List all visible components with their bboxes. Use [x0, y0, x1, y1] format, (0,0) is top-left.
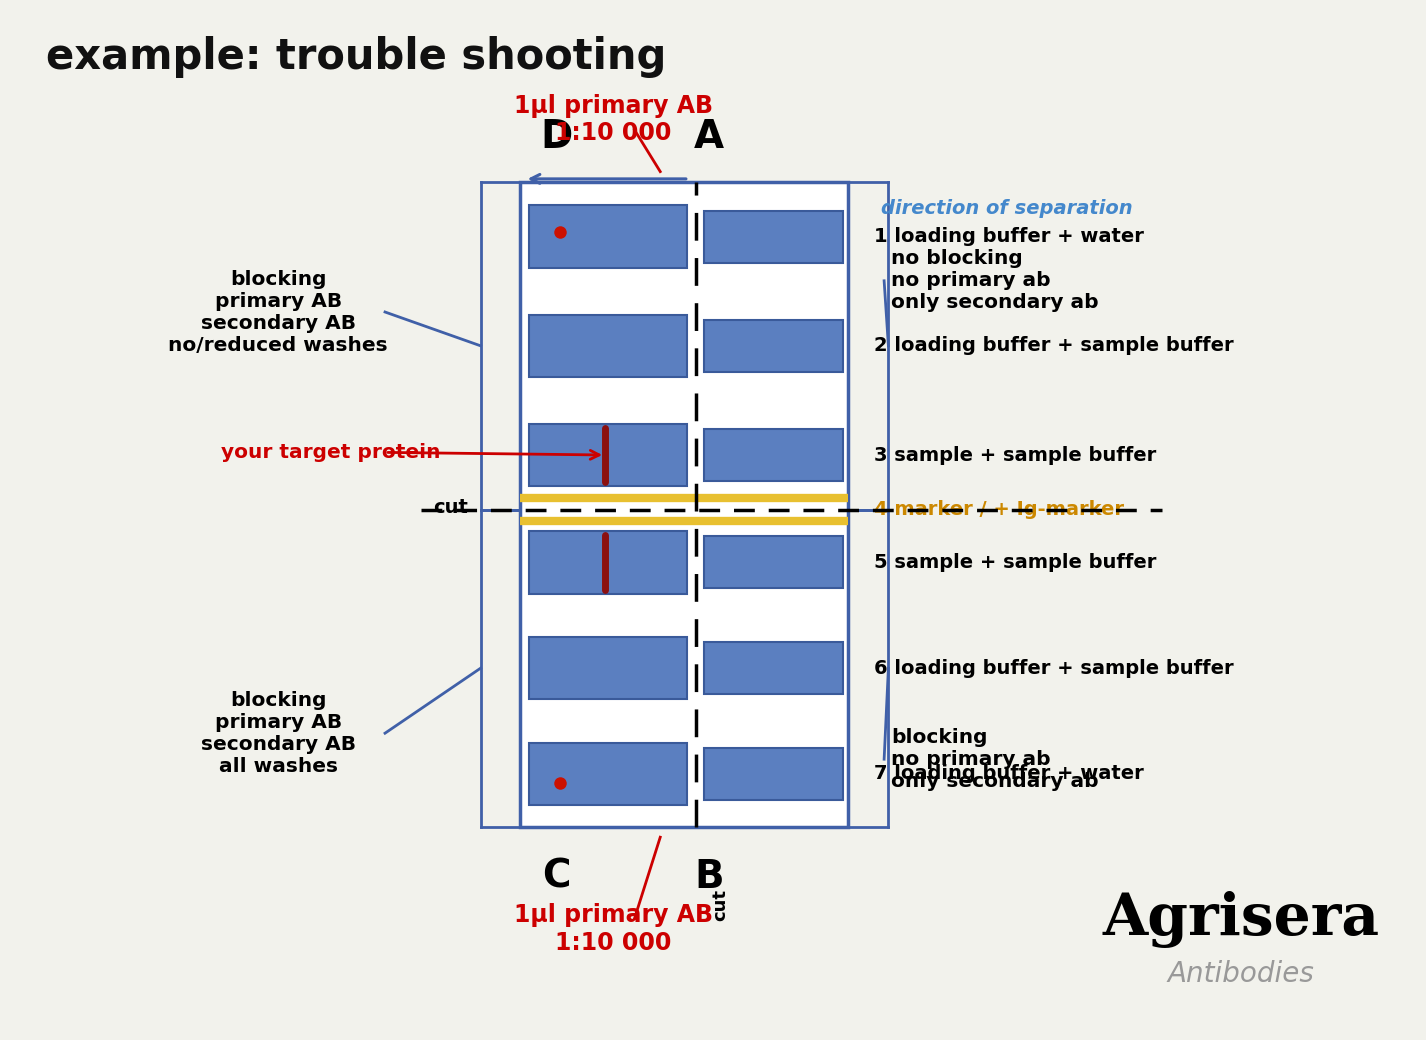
Text: A: A — [693, 118, 724, 156]
Text: Agrisera: Agrisera — [1102, 891, 1379, 947]
Text: cut: cut — [712, 889, 729, 921]
Bar — [704, 748, 843, 800]
Text: 6 loading buffer + sample buffer: 6 loading buffer + sample buffer — [874, 658, 1233, 678]
Text: direction of separation: direction of separation — [881, 199, 1132, 217]
Bar — [520, 182, 848, 827]
Text: 7 loading buffer + water: 7 loading buffer + water — [874, 764, 1144, 783]
Text: 5 sample + sample buffer: 5 sample + sample buffer — [874, 553, 1156, 572]
Bar — [529, 315, 687, 378]
Bar — [529, 636, 687, 700]
Text: cut: cut — [434, 498, 468, 517]
Text: 4 marker / + Ig-marker: 4 marker / + Ig-marker — [874, 500, 1124, 519]
Text: B: B — [694, 858, 723, 896]
Bar — [529, 206, 687, 268]
Text: D: D — [540, 118, 572, 156]
Text: blocking
primary AB
secondary AB
no/reduced washes: blocking primary AB secondary AB no/redu… — [168, 269, 388, 355]
Bar — [704, 430, 843, 482]
Text: Antibodies: Antibodies — [1168, 961, 1313, 988]
Text: 1µl primary AB
1:10 000: 1µl primary AB 1:10 000 — [513, 94, 713, 146]
Text: 1 loading buffer + water: 1 loading buffer + water — [874, 227, 1144, 246]
Text: C: C — [542, 858, 570, 896]
Bar — [704, 211, 843, 263]
Text: blocking
no primary ab
only secondary ab: blocking no primary ab only secondary ab — [891, 728, 1099, 790]
Bar — [529, 743, 687, 805]
Bar — [704, 537, 843, 589]
Bar — [704, 320, 843, 372]
Text: 1µl primary AB
1:10 000: 1µl primary AB 1:10 000 — [513, 903, 713, 955]
Text: 2 loading buffer + sample buffer: 2 loading buffer + sample buffer — [874, 336, 1233, 356]
Text: 3 sample + sample buffer: 3 sample + sample buffer — [874, 445, 1156, 465]
Text: example: trouble shooting: example: trouble shooting — [46, 36, 666, 78]
Text: blocking
primary AB
secondary AB
all washes: blocking primary AB secondary AB all was… — [201, 691, 355, 776]
Bar — [704, 643, 843, 695]
Text: your target protein: your target protein — [221, 443, 441, 462]
Bar — [529, 531, 687, 594]
Bar — [529, 424, 687, 487]
Text: no blocking
no primary ab
only secondary ab: no blocking no primary ab only secondary… — [891, 250, 1099, 312]
